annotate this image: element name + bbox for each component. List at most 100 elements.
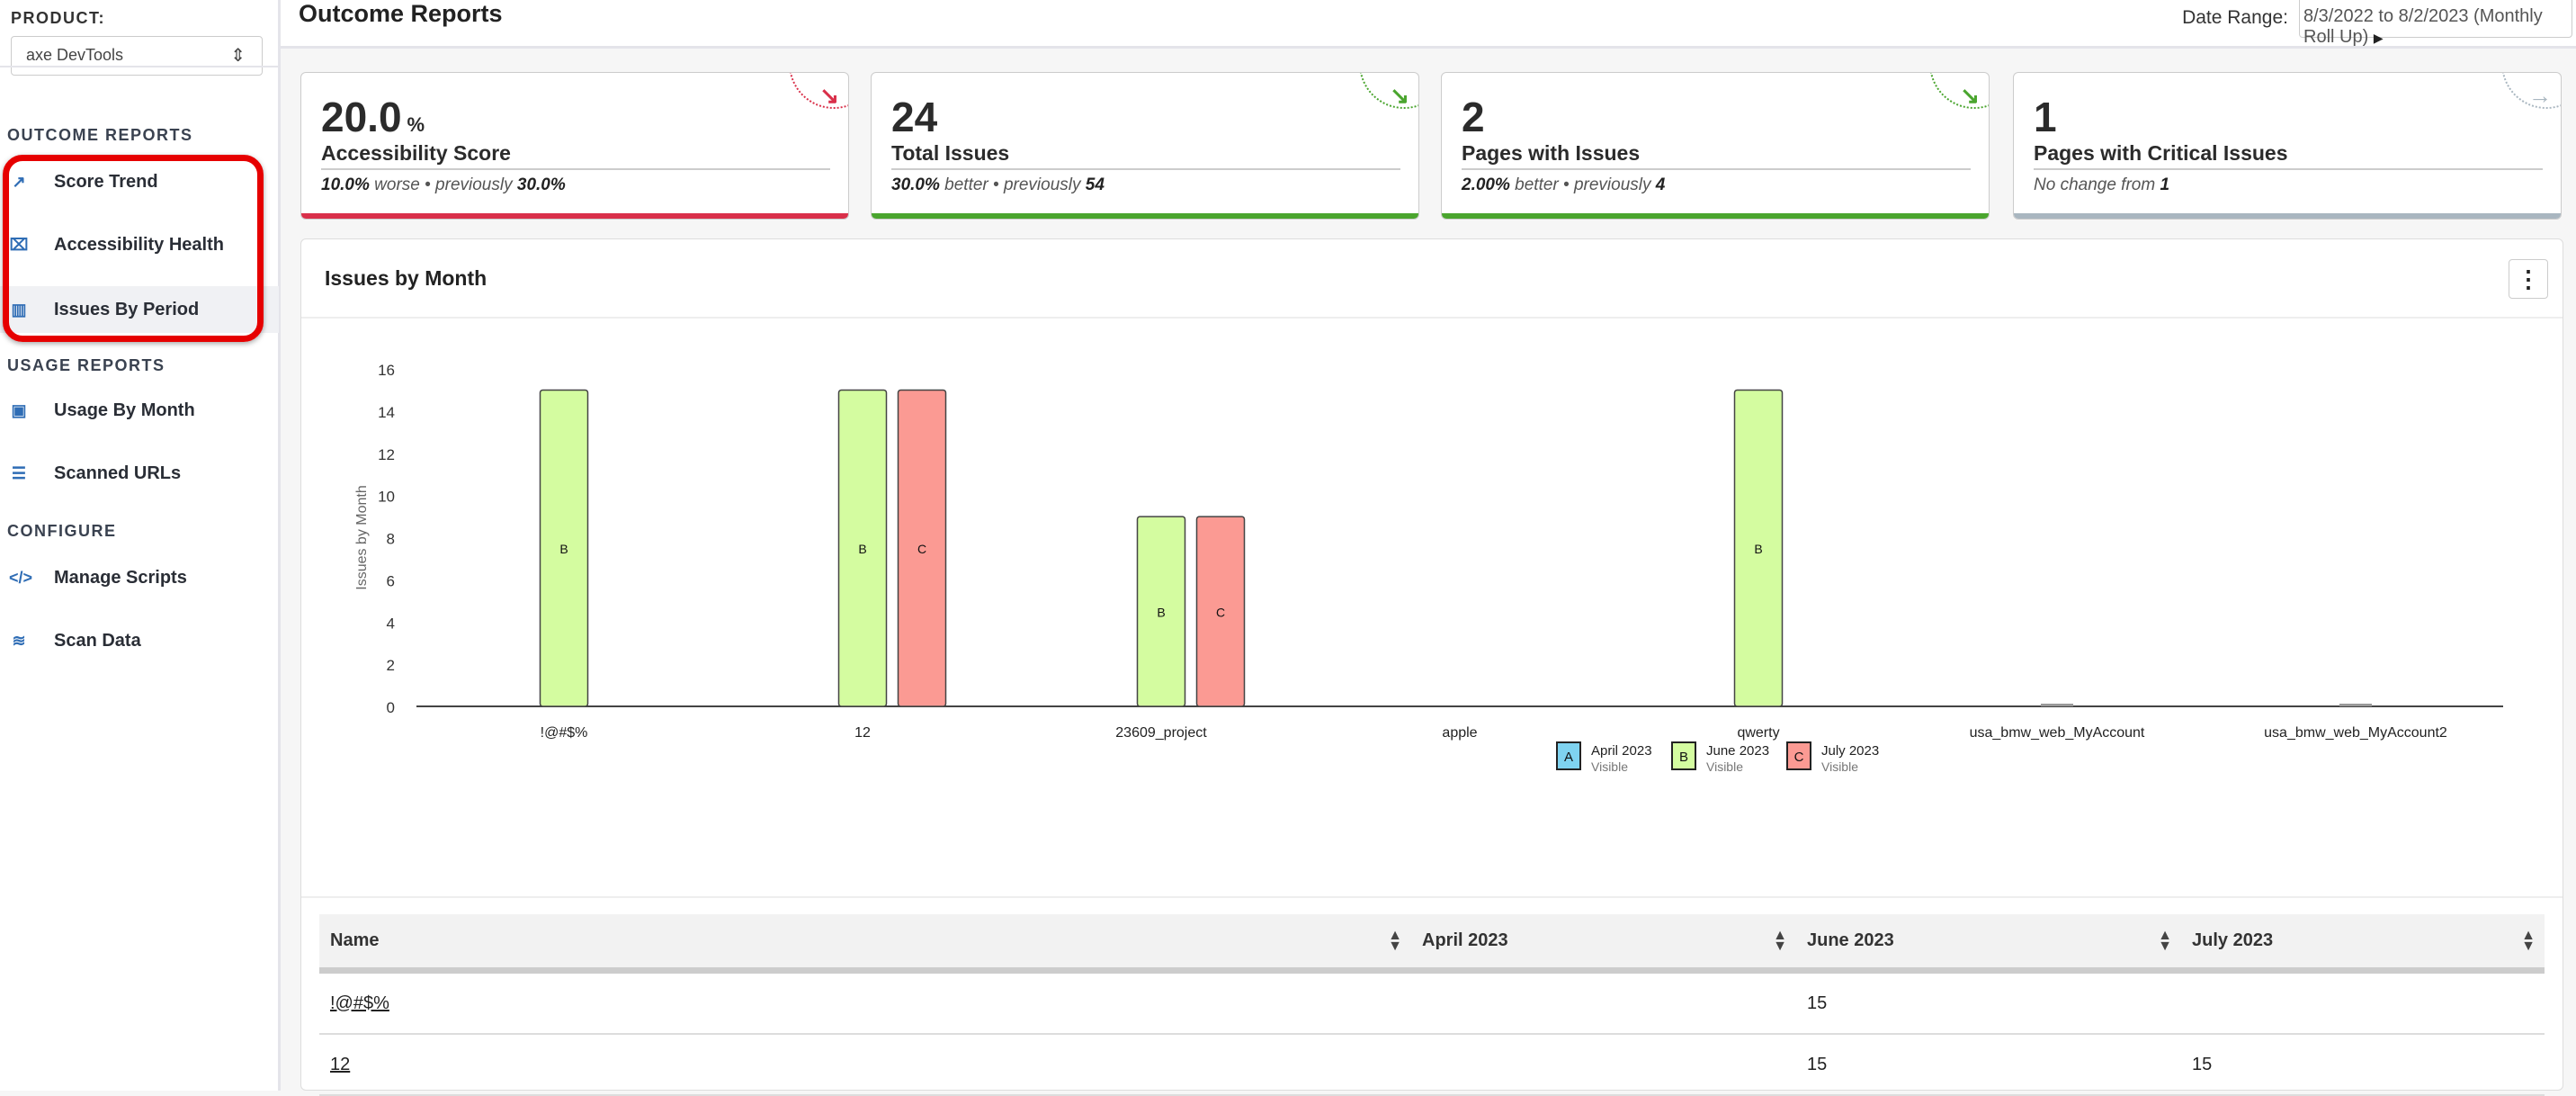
usage-chart-icon: ▣	[11, 400, 27, 419]
divider	[1462, 168, 1971, 170]
bar-label: B	[1754, 542, 1762, 556]
card-value: 2	[1462, 94, 1485, 140]
y-tick-label: 8	[387, 531, 395, 548]
date-range-value: 8/3/2022 to 8/2/2023 (Monthly Roll Up)	[2303, 6, 2543, 47]
bar	[1733, 389, 1784, 707]
sidebar-item-label: Scanned URLs	[54, 463, 182, 483]
legend-status: Visible	[1591, 759, 1628, 774]
legend-swatch	[1556, 741, 1581, 770]
header: Outcome Reports Date Range: 8/3/2022 to …	[281, 0, 2576, 49]
sidebar-item-manage-scripts[interactable]: </> Manage Scripts	[0, 556, 279, 599]
sort-icon: ▲ ▼	[2158, 928, 2172, 954]
table-icon: ☰	[11, 463, 27, 482]
panel-title: Issues by Month	[325, 266, 487, 290]
legend-status: Visible	[1821, 759, 1858, 774]
status-bar	[872, 213, 1418, 219]
sidebar-item-usage-by-month[interactable]: ▣ Usage By Month	[0, 389, 279, 432]
x-tick-label: qwerty	[1737, 725, 1779, 741]
trend-down-icon: ↘	[819, 82, 839, 109]
row-name-link[interactable]: !@#$%	[330, 993, 389, 1013]
card-change: 30.0% better • previously 54	[891, 175, 1105, 194]
bar	[539, 389, 589, 707]
card-value: 24	[891, 94, 938, 140]
cell: 15	[1807, 993, 1828, 1013]
x-tick-label: !@#$%	[541, 725, 588, 741]
x-tick-label: usa_bmw_web_MyAccount2	[2264, 725, 2447, 741]
cell: 15	[1807, 1054, 1828, 1074]
section-configure: CONFIGURE	[7, 522, 117, 540]
bar-label: C	[1216, 606, 1225, 620]
section-outcome-reports: OUTCOME REPORTS	[7, 126, 193, 144]
date-range-picker[interactable]: 8/3/2022 to 8/2/2023 (Monthly Roll Up) ▶	[2299, 0, 2572, 47]
y-tick-label: 6	[387, 572, 395, 589]
divider	[301, 896, 2563, 898]
issues-chart: 0 2 4 6 8 10 12 14 16 Issues by Month !@#$% B 12 B C 23…	[354, 362, 2503, 774]
card-change: 10.0% worse • previously 30.0%	[321, 175, 566, 194]
sidebar-item-label: Usage By Month	[54, 400, 195, 420]
y-tick-label: 0	[387, 699, 395, 716]
y-tick-label: 10	[378, 489, 395, 506]
status-bar	[2014, 213, 2561, 219]
column-header-july[interactable]: July 2023 ▲ ▼	[2192, 928, 2536, 954]
legend-label: June 2023	[1706, 743, 1769, 759]
sidebar-item-scanned-urls[interactable]: ☰ Scanned URLs	[0, 452, 279, 495]
divider	[321, 168, 830, 170]
y-tick-label: 12	[378, 446, 395, 463]
trend-down-icon: ↘	[1390, 82, 1409, 109]
product-select[interactable]: axe DevTools ⇕	[11, 36, 263, 76]
bar	[837, 389, 888, 707]
code-icon: </>	[9, 568, 33, 587]
more-options-button[interactable]: ⋮	[2509, 259, 2548, 299]
x-tick-label: 23609_project	[1115, 725, 1207, 741]
divider	[891, 168, 1400, 170]
legend-label: April 2023	[1591, 743, 1652, 759]
issues-table: Name ▲ ▼ April 2023 ▲ ▼ June 2023 ▲ ▼ July 202…	[319, 914, 2545, 1096]
row-name-link[interactable]: 12	[330, 1054, 351, 1074]
y-tick-label: 2	[387, 657, 395, 674]
sidebar-item-label: Issues By Period	[54, 299, 200, 319]
y-tick-label: 16	[378, 362, 395, 379]
card-pages-with-critical-issues: → 1 Pages with Critical Issues No change…	[2013, 72, 2562, 220]
sidebar-item-scan-data[interactable]: ≋ Scan Data	[0, 619, 279, 662]
bar-label: B	[559, 542, 568, 556]
product-value: axe DevTools	[26, 46, 124, 64]
table-row: !@#$% 15	[319, 974, 2545, 1035]
column-header-june[interactable]: June 2023 ▲ ▼	[1807, 928, 2172, 954]
table-row: 12 15 15	[319, 1035, 2545, 1096]
trend-flat-icon: →	[2528, 82, 2552, 109]
card-label: Pages with Critical Issues	[2034, 141, 2288, 165]
sidebar-item-label: Manage Scripts	[54, 567, 187, 588]
cell: 15	[2192, 1054, 2213, 1074]
y-tick-label: 4	[387, 615, 395, 632]
x-tick-label: usa_bmw_web_MyAccount	[1970, 725, 2145, 741]
card-total-issues: ↘ 24 Total Issues 30.0% better • previou…	[871, 72, 1419, 220]
sidebar-item-score-trend[interactable]: ↗ Score Trend	[0, 160, 279, 203]
sidebar-item-label: Score Trend	[54, 171, 158, 192]
column-header-april[interactable]: April 2023 ▲ ▼	[1422, 928, 1787, 954]
caret-right-icon: ▶	[2373, 31, 2384, 45]
presentation-chart-icon: ⌧	[9, 235, 29, 254]
sidebar-item-accessibility-health[interactable]: ⌧ Accessibility Health	[0, 223, 279, 266]
highlight-annotation	[3, 155, 264, 342]
legend-swatch	[1671, 741, 1696, 770]
sidebar-item-label: Scan Data	[54, 630, 141, 651]
divider	[301, 317, 2563, 319]
table-header: Name ▲ ▼ April 2023 ▲ ▼ June 2023 ▲ ▼ July 202…	[319, 914, 2545, 974]
card-label: Pages with Issues	[1462, 141, 1641, 165]
card-accessibility-score: ↘ 20.0% Accessibility Score 10.0% worse …	[300, 72, 849, 220]
chevron-updown-icon: ⇕	[230, 46, 246, 66]
sidebar: PRODUCT: axe DevTools ⇕ OUTCOME REPORTS ↗…	[0, 0, 281, 1091]
zero-bar	[2041, 704, 2073, 706]
legend-key: C	[1794, 750, 1804, 765]
bar-label: C	[917, 542, 926, 556]
legend-label: July 2023	[1821, 743, 1879, 759]
card-label: Total Issues	[891, 141, 1010, 165]
legend-key: A	[1564, 750, 1573, 765]
y-axis-label: Issues by Month	[354, 485, 370, 590]
card-value: 1	[2034, 94, 2057, 140]
card-value: 20.0%	[321, 94, 425, 140]
bar	[897, 389, 947, 707]
sidebar-item-issues-by-period[interactable]: ▥ Issues By Period	[0, 286, 279, 333]
sort-icon: ▲ ▼	[1388, 928, 1402, 954]
column-header-name[interactable]: Name ▲ ▼	[330, 928, 1402, 954]
